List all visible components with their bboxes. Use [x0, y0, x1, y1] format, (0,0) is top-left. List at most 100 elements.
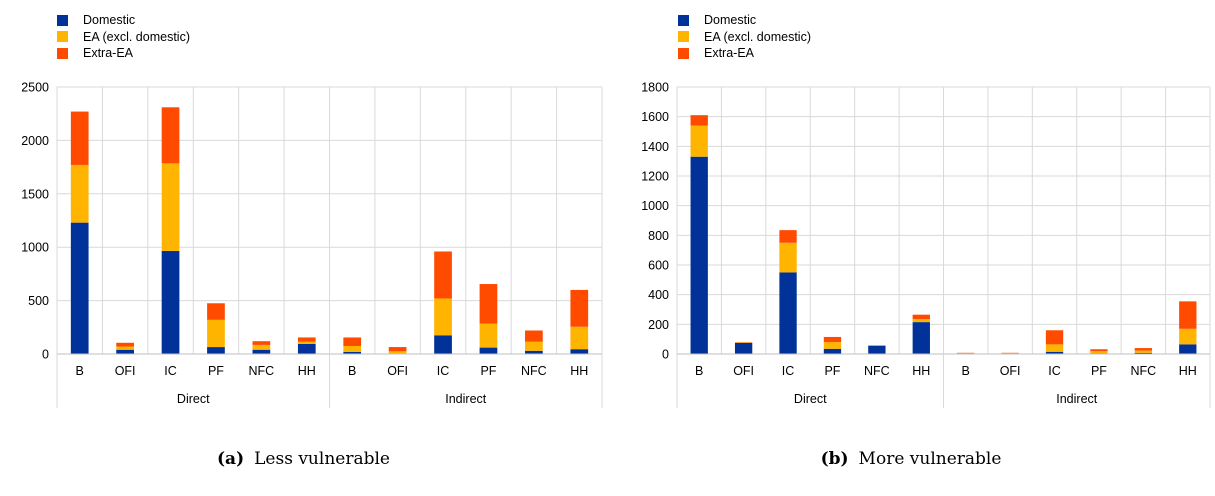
x-tick-label: NFC: [249, 364, 275, 378]
x-tick-label: HH: [298, 364, 316, 378]
caption-label: (b): [820, 449, 849, 469]
y-tick-label: 800: [648, 229, 669, 243]
legend-item-ea: EA (excl. domestic): [57, 29, 190, 46]
bar-ea-hh: [570, 326, 589, 350]
bar-ea-pf: [1090, 351, 1108, 354]
x-tick-label: PF: [1091, 364, 1107, 378]
x-tick-label: PF: [824, 364, 840, 378]
bar-ea-b: [690, 125, 708, 157]
x-tick-label: PF: [480, 364, 496, 378]
bar-ea-hh: [297, 341, 316, 344]
chart-panel-a: Domestic EA (excl. domestic) Extra-EA 0 5…: [0, 0, 607, 496]
bar-extra-ea-ic: [434, 251, 452, 299]
bar-extra-ea-pf: [207, 303, 225, 320]
bar-domestic-nfc: [525, 350, 543, 354]
bar-extra-ea-b: [70, 111, 89, 165]
stacked-bar-chart-b: 0 200 400 600 800 1000 1200 1400 1600 1800 B OFI IC P…: [641, 81, 1211, 408]
y-tick-label: 1500: [21, 187, 49, 201]
bar-ea-nfc: [252, 344, 271, 350]
legend-swatch-domestic: [57, 14, 68, 26]
bar-ea-pf: [479, 323, 498, 348]
y-tick-label: 1600: [641, 110, 669, 124]
legend-swatch-extra-ea: [678, 47, 689, 59]
bar-extra-ea-hh: [912, 314, 930, 320]
group-label-direct: Direct: [177, 392, 210, 406]
bar-ea-nfc: [1134, 350, 1153, 353]
x-tick-label: NFC: [1131, 364, 1157, 378]
bar-ea-b: [343, 345, 362, 352]
x-tick-label: OFI: [1000, 364, 1021, 378]
x-tick-label: B: [348, 364, 356, 378]
x-tick-label: OFI: [387, 364, 408, 378]
y-tick-label: 1000: [21, 241, 49, 255]
y-tick-label: 500: [28, 294, 49, 308]
x-tick-label: OFI: [115, 364, 136, 378]
bar-domestic-ic: [1045, 351, 1064, 354]
bar-extra-ea-b: [343, 337, 362, 346]
bar-extra-ea-ic: [779, 230, 797, 243]
legend: Domestic EA (excl. domestic) Extra-EA: [57, 12, 190, 62]
bar-extra-ea-hh: [570, 289, 589, 327]
legend-item-domestic: Domestic: [678, 12, 811, 29]
bar-extra-ea-hh: [1179, 301, 1197, 329]
bar-domestic-nfc: [1134, 352, 1153, 354]
legend-label-ea: EA (excl. domestic): [83, 29, 190, 44]
bar-extra-ea-pf: [479, 284, 498, 324]
bar-domestic-nfc: [868, 345, 886, 354]
x-tick-label: NFC: [864, 364, 890, 378]
bar-ea-ic: [161, 163, 180, 251]
y-tick-label: 1800: [641, 81, 669, 95]
bar-domestic-hh: [1179, 344, 1197, 354]
x-tick-label: IC: [437, 364, 450, 378]
bar-domestic-nfc: [252, 349, 271, 354]
y-tick-label: 0: [662, 348, 669, 362]
bar-domestic-b: [343, 351, 362, 354]
legend-swatch-ea: [57, 31, 68, 43]
bar-domestic-hh: [297, 343, 316, 354]
x-tick-label: IC: [1048, 364, 1061, 378]
bar-ea-ofi: [116, 346, 134, 350]
caption-label: (a): [217, 449, 245, 469]
bar-ea-b: [70, 164, 89, 223]
caption-text: Less vulnerable: [254, 449, 390, 469]
legend-swatch-domestic: [678, 14, 689, 26]
bar-domestic-pf: [823, 348, 842, 354]
bar-extra-ea-ic: [161, 107, 180, 164]
bar-extra-ea-ofi: [116, 342, 134, 347]
x-tick-label: IC: [164, 364, 177, 378]
x-tick-label: PF: [208, 364, 224, 378]
bar-extra-ea-nfc: [252, 341, 271, 345]
bar-ea-ofi: [388, 351, 407, 354]
bar-extra-ea-nfc: [1134, 348, 1153, 351]
bar-domestic-ic: [434, 335, 452, 354]
bar-domestic-b: [70, 222, 89, 354]
y-tick-label: 0: [42, 348, 49, 362]
bar-domestic-ofi: [734, 342, 753, 354]
caption-text: More vulnerable: [858, 449, 1002, 469]
bar-extra-ea-b: [690, 115, 708, 126]
bar-extra-ea-ic: [1045, 330, 1064, 345]
x-tick-label: HH: [570, 364, 588, 378]
y-tick-label: 400: [648, 288, 669, 302]
bar-ea-ic: [434, 298, 452, 336]
y-tick-label: 1000: [641, 199, 669, 213]
bar-domestic-pf: [479, 347, 498, 354]
bar-ea-nfc: [525, 341, 543, 351]
caption-b: (b) More vulnerable: [607, 449, 1215, 469]
legend-item-ea: EA (excl. domestic): [678, 29, 811, 46]
bar-domestic-b: [690, 156, 708, 354]
chart-panel-b: Domestic EA (excl. domestic) Extra-EA 0 2…: [607, 0, 1215, 496]
bar-ea-ic: [1045, 344, 1064, 352]
legend-item-extra-ea: Extra-EA: [678, 45, 811, 62]
stacked-bar-chart-a: 0 500 1000 1500 2000 2500 B OFI IC PF NFC HH B OFI IC P…: [21, 81, 603, 408]
bar-domestic-hh: [570, 349, 589, 354]
bar-domestic-ofi: [116, 349, 134, 354]
x-tick-label: NFC: [521, 364, 547, 378]
legend-item-domestic: Domestic: [57, 12, 190, 29]
bar-extra-ea-hh: [297, 337, 316, 342]
y-tick-label: 2000: [21, 134, 49, 148]
bar-extra-ea-pf: [823, 336, 842, 343]
bar-ea-pf: [823, 342, 842, 349]
legend-swatch-ea: [678, 31, 689, 43]
bar-domestic-ic: [161, 250, 180, 354]
